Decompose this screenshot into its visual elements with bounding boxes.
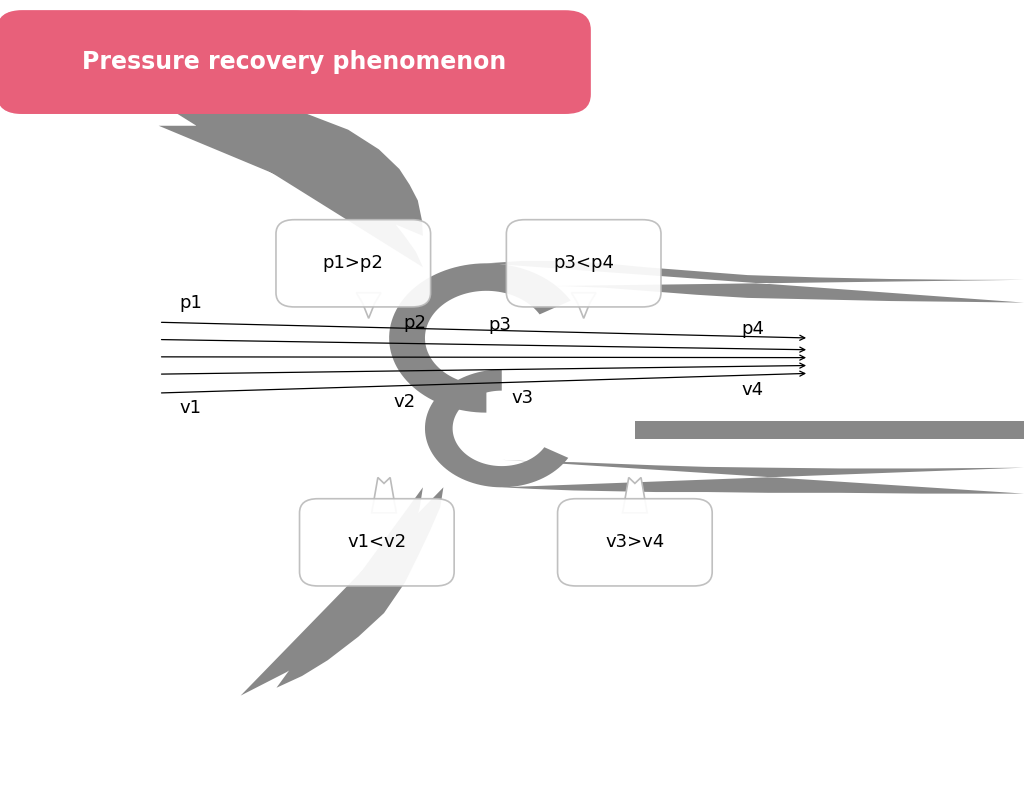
Text: v4: v4 bbox=[741, 381, 764, 399]
Text: v3>v4: v3>v4 bbox=[605, 534, 665, 551]
Polygon shape bbox=[623, 477, 647, 512]
Text: p4: p4 bbox=[741, 320, 764, 338]
FancyBboxPatch shape bbox=[0, 10, 591, 114]
Text: p3<p4: p3<p4 bbox=[553, 255, 614, 272]
Text: v3: v3 bbox=[511, 389, 534, 407]
FancyBboxPatch shape bbox=[557, 498, 713, 586]
Polygon shape bbox=[389, 263, 570, 413]
Polygon shape bbox=[425, 369, 568, 487]
Text: p3: p3 bbox=[488, 316, 511, 334]
FancyBboxPatch shape bbox=[506, 219, 662, 307]
FancyBboxPatch shape bbox=[299, 498, 455, 586]
Text: p1: p1 bbox=[179, 294, 202, 312]
Text: v2: v2 bbox=[393, 393, 416, 411]
Polygon shape bbox=[502, 460, 1024, 494]
Polygon shape bbox=[372, 477, 396, 512]
Text: Pressure recovery phenomenon: Pressure recovery phenomenon bbox=[82, 50, 506, 74]
Polygon shape bbox=[159, 101, 423, 267]
Text: p2: p2 bbox=[403, 314, 426, 332]
Polygon shape bbox=[635, 421, 1024, 439]
Text: v1: v1 bbox=[179, 399, 201, 417]
Text: p1>p2: p1>p2 bbox=[323, 255, 384, 272]
FancyBboxPatch shape bbox=[0, 10, 319, 114]
FancyBboxPatch shape bbox=[275, 219, 430, 307]
Polygon shape bbox=[241, 487, 443, 696]
Text: v1<v2: v1<v2 bbox=[347, 534, 407, 551]
Polygon shape bbox=[571, 292, 596, 318]
Polygon shape bbox=[356, 292, 381, 318]
Polygon shape bbox=[486, 261, 1024, 303]
